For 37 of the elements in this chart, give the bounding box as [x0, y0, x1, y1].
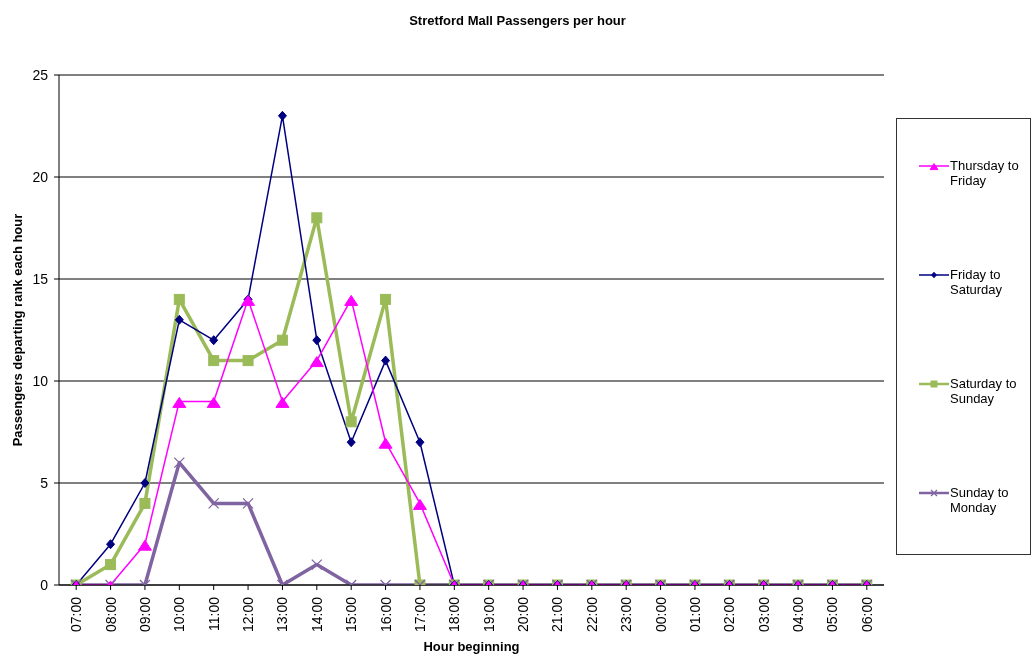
- x-tick-label: 02:00: [721, 596, 738, 633]
- y-tick-label: 25: [32, 66, 49, 83]
- x-tick-label: 17:00: [411, 596, 428, 633]
- x-tick-label: 07:00: [68, 596, 85, 633]
- x-tick-label: 01:00: [686, 596, 703, 633]
- x-tick-label: 16:00: [377, 596, 394, 633]
- y-axis-title: Passengers departing rank each hour: [9, 213, 25, 447]
- x-tick-label: 04:00: [790, 596, 807, 633]
- x-tick-label: 05:00: [824, 596, 841, 633]
- x-tick-label: 14:00: [308, 596, 325, 633]
- legend-label: Sunday to Monday: [950, 484, 1010, 515]
- y-tick-label: 0: [40, 576, 49, 593]
- x-tick-label: 19:00: [480, 596, 497, 633]
- x-tick-label: 13:00: [274, 596, 291, 633]
- x-axis-title: Hour beginning: [423, 639, 520, 654]
- x-tick-label: 08:00: [102, 596, 119, 633]
- x-tick-label: 00:00: [652, 596, 669, 633]
- y-tick-label: 10: [32, 372, 49, 389]
- x-tick-label: 11:00: [205, 596, 222, 631]
- legend-label: Saturday to Sunday: [950, 375, 1018, 406]
- x-tick-label: 06:00: [858, 596, 875, 633]
- x-tick-label: 09:00: [136, 596, 153, 633]
- x-tick-label: 10:00: [171, 596, 188, 633]
- y-tick-label: 5: [40, 474, 49, 491]
- x-tick-label: 22:00: [583, 596, 600, 633]
- x-tick-label: 15:00: [343, 596, 360, 633]
- x-tick-label: 03:00: [755, 596, 772, 633]
- x-tick-label: 23:00: [618, 596, 635, 633]
- x-tick-label: 20:00: [515, 596, 532, 633]
- x-tick-label: 18:00: [446, 596, 463, 633]
- y-tick-label: 15: [32, 270, 49, 287]
- legend-label: Friday to Saturday: [950, 267, 1004, 298]
- legend-label: Thursday to Friday: [950, 158, 1020, 189]
- chart-title: Stretford Mall Passengers per hour: [408, 13, 627, 28]
- x-tick-label: 12:00: [240, 596, 257, 633]
- x-tick-label: 21:00: [549, 596, 566, 633]
- y-tick-label: 20: [32, 168, 49, 185]
